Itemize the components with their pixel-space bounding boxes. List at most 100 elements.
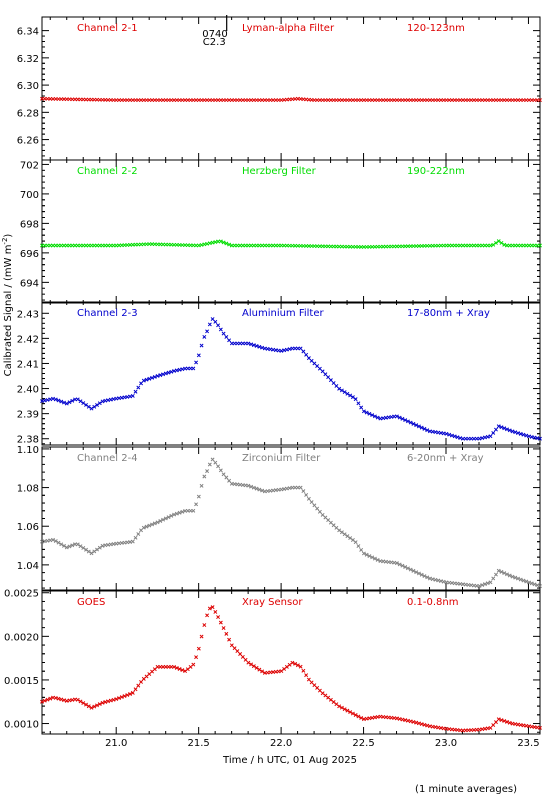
data-point: [538, 98, 542, 103]
data-point: [213, 319, 218, 324]
data-point: [485, 434, 490, 439]
data-point: [67, 698, 72, 703]
data-point: [224, 334, 229, 339]
data-point: [108, 397, 113, 402]
data-series: [40, 317, 542, 441]
data-point: [95, 703, 99, 708]
data-point: [51, 396, 55, 401]
data-point: [111, 697, 116, 702]
data-point: [408, 567, 413, 572]
data-point: [97, 401, 102, 406]
data-point: [491, 430, 496, 435]
data-point: [524, 579, 529, 584]
data-point: [86, 549, 91, 554]
data-point: [414, 423, 419, 428]
data-point: [477, 584, 482, 588]
data-point: [306, 677, 311, 682]
data-point: [356, 401, 361, 406]
event-marker-class: C2.3: [203, 37, 226, 48]
data-point: [416, 571, 421, 576]
data-point: [502, 242, 507, 247]
data-point: [81, 401, 86, 406]
data-point: [172, 664, 177, 669]
data-point: [370, 555, 375, 560]
data-point: [100, 700, 105, 705]
data-point: [513, 575, 518, 580]
data-point: [441, 579, 446, 584]
data-point: [516, 431, 520, 435]
data-point: [141, 525, 146, 530]
data-point: [301, 668, 306, 673]
data-point: [202, 242, 207, 247]
data-point: [304, 673, 309, 678]
data-point: [339, 705, 344, 710]
data-point: [535, 583, 540, 588]
data-point: [436, 578, 441, 583]
data-point: [488, 243, 493, 248]
data-point: [538, 243, 542, 248]
data-point: [502, 426, 507, 431]
data-point: [119, 695, 124, 700]
data-point: [496, 424, 501, 429]
data-point: [397, 717, 402, 721]
data-point: [196, 646, 201, 651]
y-tick-label: 0.0025: [4, 589, 39, 600]
data-point: [78, 699, 83, 704]
data-point: [331, 381, 336, 385]
data-point: [524, 433, 529, 438]
x-tick-label: 21.5: [188, 738, 210, 749]
data-point: [480, 583, 485, 588]
y-tick-label: 6.30: [17, 81, 39, 92]
data-point: [422, 574, 427, 578]
data-point: [527, 580, 531, 585]
data-point: [59, 542, 64, 547]
data-point: [411, 719, 416, 724]
data-point: [521, 432, 526, 437]
data-point: [221, 331, 226, 336]
panel-frame: [41, 301, 541, 446]
data-point: [147, 523, 152, 528]
data-point: [221, 240, 226, 245]
data-point: [444, 431, 449, 436]
y-tick-label: 2.43: [17, 309, 39, 320]
data-point: [136, 683, 141, 688]
data-point: [372, 414, 377, 419]
data-point: [152, 521, 157, 526]
data-point: [353, 397, 358, 402]
data-point: [348, 536, 353, 541]
data-point: [337, 386, 342, 391]
data-point: [40, 699, 44, 704]
data-point: [141, 378, 146, 383]
data-point: [139, 381, 144, 386]
data-point: [40, 539, 44, 544]
panel-channel-label: Channel 2-4: [77, 453, 138, 464]
data-point: [411, 421, 416, 426]
data-point: [48, 538, 53, 543]
data-point: [416, 424, 421, 429]
data-point: [53, 397, 58, 402]
data-point: [315, 685, 320, 690]
data-point: [227, 338, 232, 343]
data-point: [356, 714, 361, 719]
data-point: [251, 485, 256, 490]
data-point: [199, 634, 204, 639]
data-point: [114, 697, 119, 702]
y-tick-label: 696: [20, 249, 39, 260]
data-point: [488, 580, 493, 585]
data-point: [216, 464, 221, 469]
data-point: [158, 519, 163, 523]
data-point: [287, 347, 292, 352]
x-tick-label: 23.0: [435, 738, 457, 749]
data-point: [177, 367, 182, 372]
data-point: [505, 427, 509, 432]
data-point: [400, 416, 405, 421]
data-point: [394, 414, 399, 419]
data-point: [100, 399, 105, 404]
data-point: [221, 626, 226, 630]
panel-filter-label: Zirconium Filter: [242, 453, 321, 464]
data-point: [59, 399, 64, 404]
data-point: [422, 426, 427, 431]
data-point: [56, 696, 61, 701]
data-point: [257, 667, 262, 672]
data-point: [496, 717, 501, 722]
